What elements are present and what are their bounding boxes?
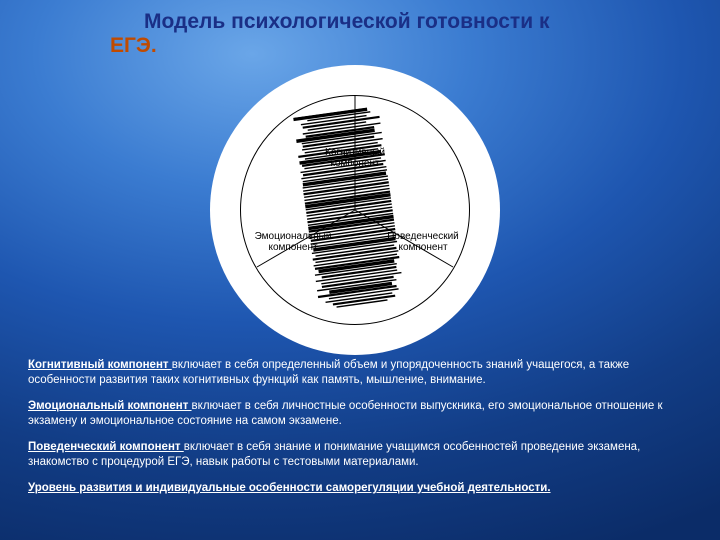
paragraph-cognitive: Когнитивный компонент включает в себя оп… <box>28 358 692 387</box>
title-line-2: ЕГЭ. <box>110 34 650 58</box>
segment-label-cognitive: Когнитивный компонент <box>316 147 394 169</box>
slide: Модель психологической готовности к ЕГЭ.… <box>0 0 720 540</box>
slide-title: Модель психологической готовности к ЕГЭ. <box>110 10 650 58</box>
paragraph-emotional: Эмоциональный компонент включает в себя … <box>28 399 692 428</box>
lead-behavioral: Поведенческий компонент <box>28 441 184 453</box>
segment-label-behavioral: Поведенческий компонент <box>384 231 462 253</box>
segment-label-emotional: Эмоциональный компонент <box>254 231 332 253</box>
paragraph-selfreg: Уровень развития и индивидуальные особен… <box>28 481 692 496</box>
paragraph-behavioral: Поведенческий компонент включает в себя … <box>28 440 692 469</box>
body-text: Когнитивный компонент включает в себя оп… <box>28 358 692 508</box>
title-line-1: Модель психологической готовности к <box>110 10 650 34</box>
readiness-diagram: Когнитивный компонент Эмоциональный комп… <box>210 65 500 355</box>
lead-cognitive: Когнитивный компонент <box>28 359 172 371</box>
lead-emotional: Эмоциональный компонент <box>28 400 192 412</box>
lead-selfreg: Уровень развития и индивидуальные особен… <box>28 482 551 494</box>
